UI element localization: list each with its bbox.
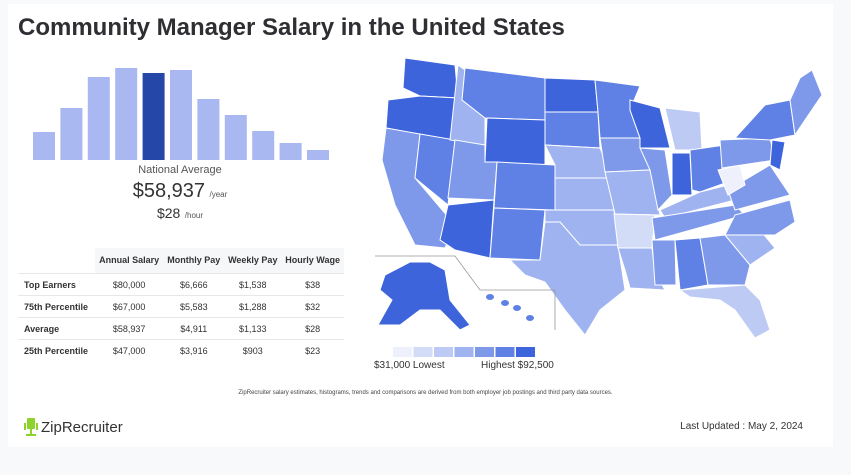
legend-low: $31,000 Lowest xyxy=(374,360,445,371)
ziprecruiter-logo[interactable]: ZipRecruiter xyxy=(24,417,123,437)
hourly-value: $28 xyxy=(156,205,181,221)
state-pa[interactable] xyxy=(719,137,776,169)
state-ne-states[interactable] xyxy=(789,69,823,137)
row-label: Top Earners xyxy=(18,273,95,296)
table-row: 75th Percentile $67,000 $5,583 $1,288 $32 xyxy=(18,295,344,318)
cell: $32 xyxy=(281,295,344,318)
state-nj[interactable] xyxy=(769,139,786,171)
legend-swatch xyxy=(516,347,535,357)
histogram-bar xyxy=(60,108,83,160)
histogram-bar xyxy=(170,70,192,160)
annual-average: $58,937 /year xyxy=(90,180,270,203)
cell: $67,000 xyxy=(94,295,164,318)
state-ks[interactable] xyxy=(554,177,615,211)
legend-high: Highest $92,500 xyxy=(481,360,554,371)
state-hi[interactable] xyxy=(526,315,534,321)
inset-border xyxy=(375,255,556,330)
state-ga[interactable] xyxy=(699,234,751,286)
state-co[interactable] xyxy=(493,161,556,211)
footnote: ZipRecruiter salary estimates, histogram… xyxy=(238,390,613,396)
state-nm[interactable] xyxy=(489,207,546,261)
table-row: 25th Percentile $47,000 $3,916 $903 $23 xyxy=(18,339,344,361)
state-tx[interactable] xyxy=(508,221,626,336)
state-ny[interactable] xyxy=(733,99,796,141)
header-weekly: Weekly Pay xyxy=(224,248,282,274)
cell: $1,538 xyxy=(224,273,282,296)
state-ak[interactable] xyxy=(377,261,471,331)
histogram-bar xyxy=(142,73,165,160)
header-monthly: Monthly Pay xyxy=(163,248,225,274)
state-wa[interactable] xyxy=(402,57,459,99)
state-ms[interactable] xyxy=(651,239,677,286)
hourly-average: $28 /hour xyxy=(90,205,270,223)
state-az[interactable] xyxy=(439,199,495,259)
state-il[interactable] xyxy=(639,147,673,212)
histogram-bar xyxy=(33,132,55,160)
annual-value: $58,937 xyxy=(132,180,206,202)
histogram-bar xyxy=(252,131,275,160)
table-row: Average $58,937 $4,911 $1,133 $28 xyxy=(18,317,344,340)
state-in[interactable] xyxy=(671,152,693,196)
cell: $6,666 xyxy=(163,273,225,296)
annual-unit: /year xyxy=(209,190,228,199)
cell: $23 xyxy=(281,339,344,361)
cell: $58,937 xyxy=(94,317,164,340)
legend-swatch xyxy=(454,347,474,357)
header-blank xyxy=(18,248,95,274)
cell: $28 xyxy=(281,317,344,340)
state-wy[interactable] xyxy=(484,117,546,166)
page-title: Community Manager Salary in the United S… xyxy=(18,14,565,41)
cell: $5,583 xyxy=(163,295,225,318)
cell: $4,911 xyxy=(163,317,225,340)
legend-swatch xyxy=(434,347,453,357)
last-updated: Last Updated : May 2, 2024 xyxy=(680,421,803,432)
legend-swatch xyxy=(495,347,515,357)
state-va[interactable] xyxy=(727,164,791,211)
header-annual: Annual Salary xyxy=(94,248,164,274)
state-hi[interactable] xyxy=(513,305,521,311)
state-nd[interactable] xyxy=(544,77,599,113)
national-average-label: National Average xyxy=(138,164,222,176)
histogram-bar xyxy=(115,68,138,160)
cell: $1,133 xyxy=(224,317,282,340)
chair-icon xyxy=(24,418,38,436)
cell: $38 xyxy=(281,273,344,296)
histogram-bar xyxy=(307,150,329,160)
state-mi[interactable] xyxy=(664,107,703,151)
histogram-bar xyxy=(197,99,220,160)
state-oh[interactable] xyxy=(689,144,729,193)
legend-swatch xyxy=(475,347,494,357)
cell: $3,916 xyxy=(163,339,225,361)
row-label: 75th Percentile xyxy=(18,295,95,318)
state-mo[interactable] xyxy=(604,169,661,216)
state-hi[interactable] xyxy=(501,300,509,306)
cell: $47,000 xyxy=(94,339,164,361)
legend-swatch xyxy=(393,347,412,357)
cell: $903 xyxy=(224,339,282,361)
histogram-bar xyxy=(87,77,110,160)
table-row: Top Earners $80,000 $6,666 $1,538 $38 xyxy=(18,273,344,296)
state-fl[interactable] xyxy=(678,284,771,339)
cell: $1,288 xyxy=(224,295,282,318)
state-nc[interactable] xyxy=(724,199,796,236)
legend-swatch xyxy=(413,347,433,357)
hourly-unit: /hour xyxy=(184,211,204,220)
cell: $80,000 xyxy=(94,273,164,296)
row-label: 25th Percentile xyxy=(18,339,95,361)
state-hi[interactable] xyxy=(486,294,494,300)
state-ar[interactable] xyxy=(613,213,656,249)
state-sd[interactable] xyxy=(544,111,601,149)
row-label: Average xyxy=(18,317,95,340)
salary-table: Annual Salary Monthly Pay Weekly Pay Hou… xyxy=(18,248,344,361)
header-hourly: Hourly Wage xyxy=(281,248,344,274)
histogram-bar xyxy=(224,115,247,160)
histogram-bar xyxy=(279,143,302,160)
logo-text: ZipRecruiter xyxy=(41,418,123,436)
